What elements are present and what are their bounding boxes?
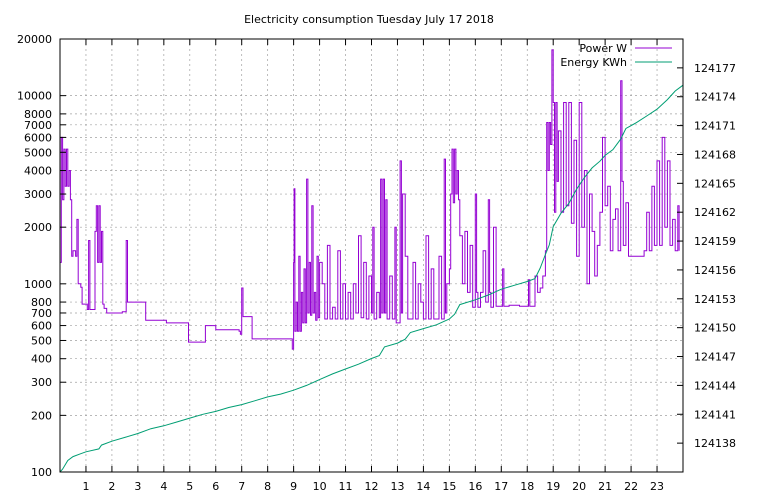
y-tick-label: 5000	[24, 146, 52, 159]
y-tick-label: 2000	[24, 221, 52, 234]
y-tick-label: 300	[31, 376, 52, 389]
y-tick-label: 400	[31, 353, 52, 366]
y2-tick-label: 124177	[694, 62, 736, 75]
x-tick-label: 14	[416, 480, 430, 493]
y-tick-label: 200	[31, 409, 52, 422]
x-tick-label: 17	[494, 480, 508, 493]
y-tick-label: 6000	[24, 131, 52, 144]
x-tick-label: 11	[339, 480, 353, 493]
x-tick-label: 19	[546, 480, 560, 493]
x-tick-label: 6	[212, 480, 219, 493]
y-tick-label: 700	[31, 307, 52, 320]
x-tick-label: 4	[160, 480, 167, 493]
x-tick-label: 3	[134, 480, 141, 493]
x-tick-label: 7	[238, 480, 245, 493]
y-tick-label: 100	[31, 466, 52, 479]
x-tick-label: 22	[624, 480, 638, 493]
plot-frame	[59, 38, 684, 473]
y-tick-label: 7000	[24, 119, 52, 132]
series-line-energy	[59, 84, 684, 473]
y-tick-label: 500	[31, 334, 52, 347]
y-tick-label: 3000	[24, 188, 52, 201]
y-tick-label: 8000	[24, 108, 52, 121]
y2-tick-label: 124168	[694, 148, 736, 161]
y2-tick-label: 124165	[694, 177, 736, 190]
x-tick-label: 20	[572, 480, 586, 493]
y-tick-label: 1000	[24, 278, 52, 291]
y-tick-label: 20000	[17, 33, 52, 46]
x-tick-label: 16	[468, 480, 482, 493]
x-tick-label: 8	[264, 480, 271, 493]
chart-title: Electricity consumption Tuesday July 17 …	[244, 13, 494, 26]
x-tick-label: 10	[313, 480, 327, 493]
x-tick-label: 18	[520, 480, 534, 493]
x-tick-label: 12	[365, 480, 379, 493]
y-tick-label: 10000	[17, 90, 52, 103]
x-tick-label: 9	[290, 480, 297, 493]
axes: 1 2 3 4 5 6 7 8 9 10 11 12 13 14 15 16 17 18 19 20 21 22 23100…	[17, 33, 736, 493]
x-tick-label: 21	[598, 480, 612, 493]
y2-tick-label: 124171	[694, 120, 736, 133]
y2-tick-label: 124144	[694, 379, 736, 392]
x-tick-label: 23	[650, 480, 664, 493]
x-tick-label: 15	[442, 480, 456, 493]
y-tick-label: 600	[31, 320, 52, 333]
legend-label-power: Power W	[579, 42, 627, 55]
y-tick-label: 4000	[24, 165, 52, 178]
y2-tick-label: 124153	[694, 293, 736, 306]
x-tick-label: 1	[82, 480, 89, 493]
x-tick-label: 2	[108, 480, 115, 493]
y2-tick-label: 124147	[694, 351, 736, 364]
x-tick-label: 5	[186, 480, 193, 493]
y2-tick-label: 124150	[694, 322, 736, 335]
y2-tick-label: 124162	[694, 206, 736, 219]
series-layer	[59, 49, 684, 473]
x-tick-label: 13	[390, 480, 404, 493]
y2-tick-label: 124159	[694, 235, 736, 248]
y2-tick-label: 124141	[694, 408, 736, 421]
y2-tick-label: 124138	[694, 437, 736, 450]
series-line-power	[60, 49, 680, 350]
y2-tick-label: 124156	[694, 264, 736, 277]
y-tick-label: 800	[31, 296, 52, 309]
legend-label-energy: Energy KWh	[560, 56, 627, 69]
y2-tick-label: 124174	[694, 91, 736, 104]
